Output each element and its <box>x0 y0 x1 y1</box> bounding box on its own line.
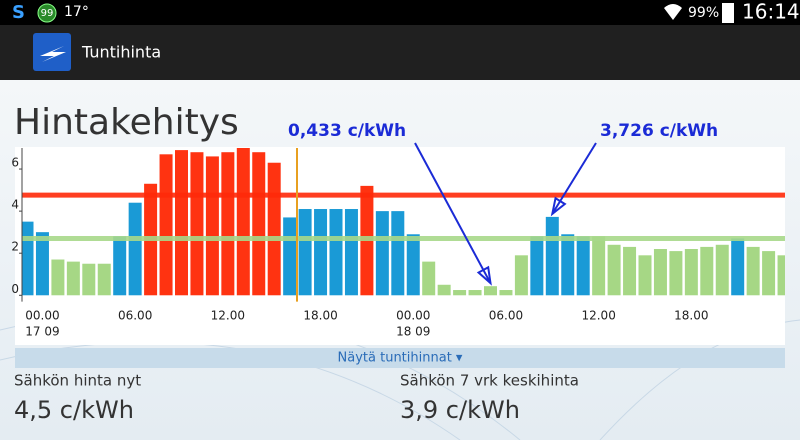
bar <box>762 251 776 296</box>
s-icon: S <box>12 2 25 23</box>
bar <box>576 236 590 296</box>
y-tick-label: 4 <box>11 198 19 212</box>
bar <box>731 238 745 296</box>
temperature: 17° <box>64 4 89 20</box>
y-tick-label: 6 <box>11 156 19 170</box>
bar <box>700 246 714 296</box>
bar <box>684 248 698 296</box>
arrow-head <box>476 265 492 286</box>
summary-label: Sähkön hinta nyt <box>14 372 141 390</box>
x-tick-label: 00.00 <box>25 309 59 323</box>
badge-text: 99 <box>41 8 54 19</box>
battery-text: 99% <box>688 5 719 21</box>
annotation-arrow <box>414 142 492 284</box>
bar <box>22 221 34 296</box>
bar <box>638 255 652 296</box>
arrow-head <box>550 196 567 217</box>
bar <box>252 152 266 296</box>
x-tick-label: 06.00 <box>489 309 523 323</box>
x-tick-label: 12.00 <box>581 309 615 323</box>
bar <box>113 236 127 296</box>
app-bar <box>0 25 800 80</box>
bar <box>484 286 497 296</box>
bar <box>283 217 297 296</box>
badge-icon <box>37 3 57 23</box>
x-tick-label: 06.00 <box>118 309 152 323</box>
bar <box>623 246 637 296</box>
x-tick-label: 12.00 <box>211 309 245 323</box>
annotation: 3,726 c/kWh <box>600 121 718 141</box>
bar <box>468 290 482 296</box>
bar <box>205 156 219 296</box>
bar <box>607 244 621 296</box>
bar <box>545 216 559 296</box>
bar <box>530 236 544 296</box>
app-icon-glyph <box>40 46 66 62</box>
bar <box>175 150 188 296</box>
x-tick-label: 18.00 <box>303 309 337 323</box>
bar <box>746 246 760 296</box>
status-bar <box>0 0 800 25</box>
bar <box>221 152 235 296</box>
summary-value: 4,5 c/kWh <box>14 396 134 424</box>
bar <box>406 234 420 296</box>
bar <box>375 211 389 296</box>
bar <box>314 209 328 296</box>
summary-value: 3,9 c/kWh <box>400 396 520 424</box>
bar <box>422 261 436 296</box>
annotation-arrow <box>551 142 597 215</box>
bar <box>159 154 173 296</box>
bar <box>97 263 111 296</box>
bar <box>669 251 683 296</box>
bar <box>344 209 358 296</box>
x-tick-label: 00.00 <box>396 309 430 323</box>
battery-icon <box>722 3 734 23</box>
bar <box>51 259 65 296</box>
x-date-label: 18 09 <box>396 325 430 339</box>
bar <box>298 209 312 296</box>
y-tick-label: 0 <box>11 282 19 296</box>
y-tick-label: 2 <box>11 240 19 254</box>
summary-label: Sähkön 7 vrk keskihinta <box>400 372 579 390</box>
bar <box>128 202 142 296</box>
bar <box>653 248 667 296</box>
bar <box>236 148 250 296</box>
bar <box>514 255 528 296</box>
bar <box>715 244 729 296</box>
bar <box>453 290 467 296</box>
x-tick-label: 18.00 <box>674 309 708 323</box>
app-title: Tuntihinta <box>81 43 161 62</box>
bar <box>437 284 451 296</box>
bar <box>777 255 785 296</box>
bar <box>267 162 281 296</box>
bar <box>190 152 204 296</box>
bar <box>66 261 80 296</box>
bar <box>82 263 96 296</box>
bar <box>391 211 405 296</box>
toggle-bar[interactable] <box>15 348 785 368</box>
clock: 16:14 <box>742 0 800 24</box>
bar <box>499 290 513 296</box>
bar <box>329 209 343 296</box>
x-date-label: 17 09 <box>25 325 59 339</box>
bar <box>561 234 575 296</box>
bar <box>35 232 49 296</box>
plot <box>22 148 785 302</box>
annotation: 0,433 c/kWh <box>288 121 406 141</box>
heading: Hintakehitys <box>14 102 239 143</box>
toggle-text[interactable]: Näytä tuntihinnat ▾ <box>338 351 463 366</box>
bar <box>592 236 606 296</box>
wifi-icon <box>664 4 682 20</box>
